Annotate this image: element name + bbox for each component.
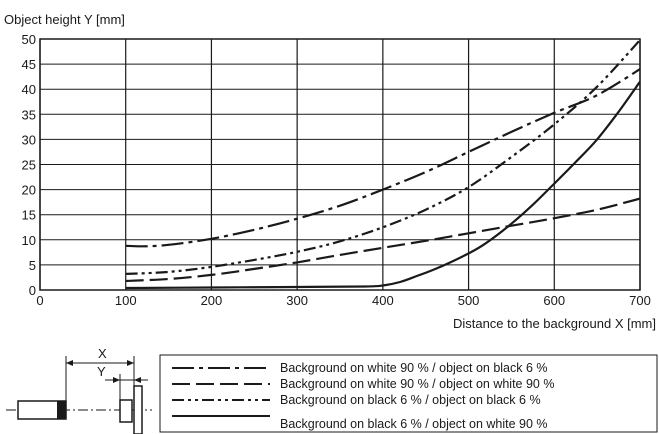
x-tick-label: 100 — [115, 293, 137, 308]
grid — [39, 38, 641, 291]
legend-box — [159, 354, 658, 433]
x-tick-label: 700 — [629, 293, 651, 308]
x-tick-label: 500 — [458, 293, 480, 308]
plot-frame — [39, 38, 641, 291]
legend-label-1: Background on white 90 % / object on whi… — [280, 377, 554, 391]
x-tick-label: 600 — [543, 293, 565, 308]
legend-label-3: Background on black 6 % / object on whit… — [280, 417, 548, 431]
x-axis-label: Distance to the background X [mm] — [453, 316, 656, 331]
y-dimension-label: Y — [97, 364, 106, 379]
y-tick-label: 30 — [22, 132, 36, 147]
y-tick-label: 5 — [29, 258, 36, 273]
sensor-diagram: X Y — [6, 346, 152, 434]
series-lines — [125, 39, 641, 290]
background-plate — [133, 385, 143, 434]
object-block — [119, 399, 133, 423]
y-tick-label: 25 — [22, 158, 36, 173]
y-tick-label: 20 — [22, 183, 36, 198]
y-tick-label: 40 — [22, 82, 36, 97]
x-tick-label: 400 — [372, 293, 394, 308]
y-arrow-right — [134, 377, 141, 383]
y-tick-label: 50 — [22, 32, 36, 47]
tick-labels: 0 100 200 300 400 500 600 700 0 5 10 15 20 25 30 35 40 45… — [22, 32, 651, 308]
series-line-3 — [125, 81, 641, 290]
x-tick-label: 300 — [286, 293, 308, 308]
x-tick-label: 200 — [201, 293, 223, 308]
y-tick-label: 15 — [22, 208, 36, 223]
y-tick-label: 10 — [22, 233, 36, 248]
series-line-1 — [125, 197, 641, 283]
y-axis-label: Object height Y [mm] — [4, 12, 125, 27]
legend-label-2: Background on black 6 % / object on blac… — [280, 393, 541, 407]
series-line-0 — [125, 68, 641, 248]
y-arrow-left — [113, 377, 120, 383]
y-tick-label: 35 — [22, 107, 36, 122]
y-tick-label: 0 — [29, 283, 36, 298]
x-arrow-right — [127, 360, 134, 366]
legend: Background on white 90 % / object on bla… — [159, 354, 658, 433]
x-dimension-label: X — [98, 346, 107, 361]
sensor-lens — [57, 401, 66, 419]
x-arrow-left — [66, 360, 73, 366]
x-tick-label: 0 — [36, 293, 43, 308]
legend-label-0: Background on white 90 % / object on bla… — [280, 361, 548, 375]
y-tick-label: 45 — [22, 57, 36, 72]
